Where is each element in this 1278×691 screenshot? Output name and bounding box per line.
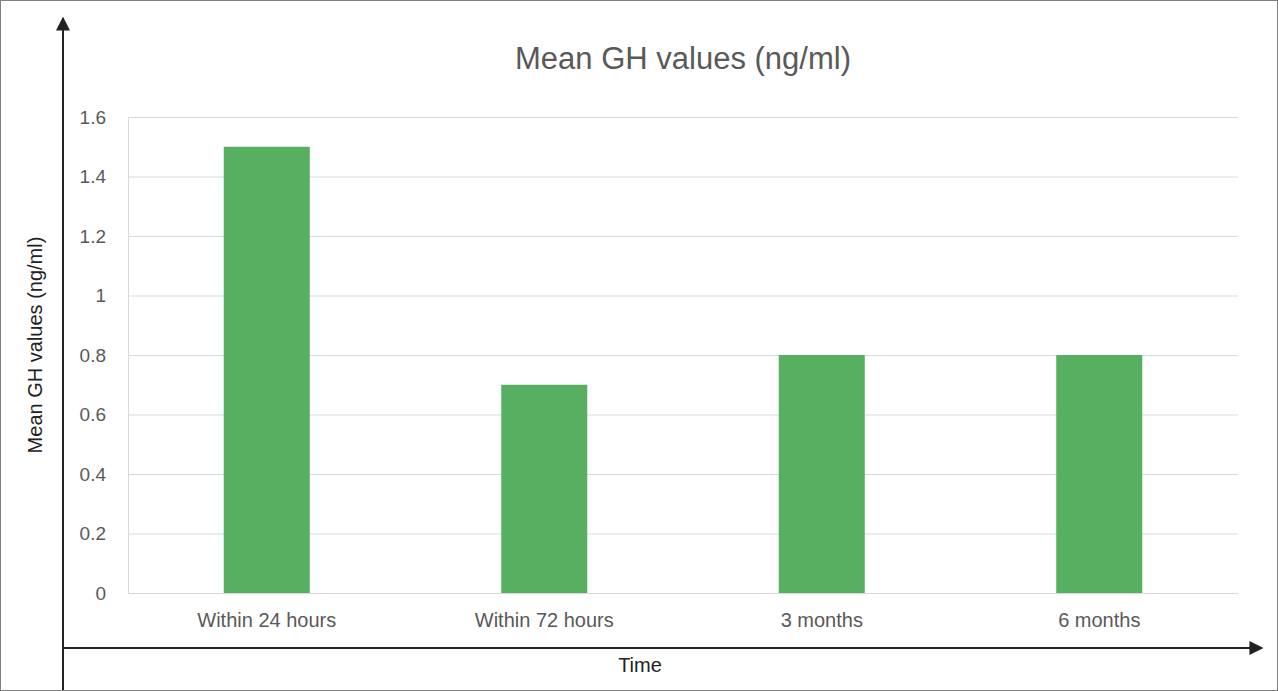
y-tick-label: 0.2 [80,523,106,544]
bar [501,385,587,593]
bar [224,147,310,593]
arrow-horizontal [63,647,1262,649]
x-tick-label: 6 months [1058,609,1140,631]
chart: 00.20.40.60.811.21.41.6Within 24 hoursWi… [0,0,1278,691]
y-tick-label: 1.2 [80,226,106,247]
bar [1056,355,1142,593]
y-tick-label: 1 [95,285,106,306]
x-tick: Within 72 hours [475,593,614,631]
y-axis-line [129,118,1239,594]
x-tick-label: Within 72 hours [475,609,614,631]
x-tick: 3 months [781,593,863,631]
y-tick-label: 0.8 [80,345,106,366]
grid-line [128,593,1238,594]
x-axis-line [129,593,1239,594]
x-tick: 6 months [1058,593,1140,631]
y-axis: 0 0.2 0.4 0.6 0.8 1 1.2 1.4 1.6 [80,107,1238,604]
x-axis-title: Time [618,654,662,676]
y-axis-title: Mean GH values (ng/ml) [24,237,46,454]
y-tick-label: 1.6 [80,107,106,128]
chart-title: Mean GH values (ng/ml) [515,41,851,76]
x-axis: Within 24 hours Within 72 hours 3 months 6 … [129,593,1239,631]
bars [224,147,1143,593]
y-tick-label: 0 [95,583,106,604]
arrow-vertical [62,18,64,690]
x-tick-label: 3 months [781,609,863,631]
y-tick-label: 0.4 [80,464,107,485]
bar [779,355,865,593]
x-tick-label: Within 24 hours [197,609,336,631]
grid-line [128,117,1238,118]
y-tick-label: 1.4 [80,166,107,187]
y-tick: 1.6 [80,107,1238,128]
x-tick: Within 24 hours [197,593,336,631]
y-tick-label: 0.6 [80,404,106,425]
frame [1,1,1278,691]
